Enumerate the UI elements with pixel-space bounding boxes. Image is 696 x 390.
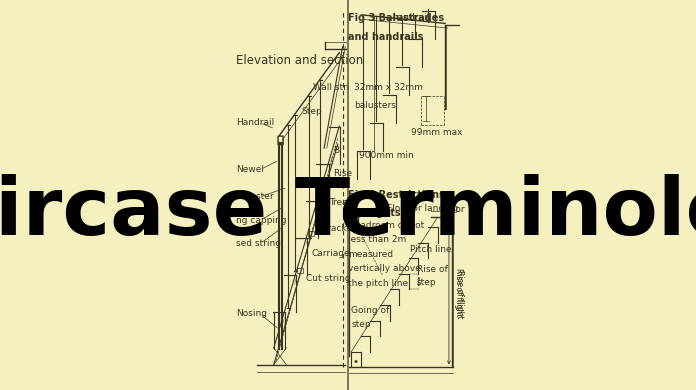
Text: ng capping: ng capping: [236, 216, 286, 225]
Text: Rise of: Rise of: [416, 264, 448, 274]
Text: Elevation and section: Elevation and section: [236, 54, 363, 67]
Text: Baluster: Baluster: [236, 192, 274, 202]
Text: Step: Step: [301, 106, 322, 116]
Text: Staircase Terminology: Staircase Terminology: [0, 173, 696, 252]
Text: Handrail: Handrail: [236, 118, 274, 128]
Text: the pitch line: the pitch line: [349, 278, 409, 288]
Text: Tread: Tread: [329, 198, 353, 207]
Text: measured: measured: [349, 250, 393, 259]
FancyBboxPatch shape: [278, 136, 283, 145]
Text: Bracket (: Bracket (: [321, 223, 361, 233]
Text: sed string: sed string: [236, 239, 280, 248]
Text: 900mm min: 900mm min: [359, 151, 413, 161]
Text: balusters: balusters: [354, 101, 395, 110]
Text: Pitch line: Pitch line: [410, 245, 451, 254]
Text: step: step: [351, 320, 371, 329]
Text: Floor or landing: Floor or landing: [387, 204, 459, 213]
Text: 32mm x 32mm: 32mm x 32mm: [354, 83, 422, 92]
Text: Carriage: Carriage: [311, 249, 350, 258]
Text: handrail: handrail: [393, 13, 430, 22]
Text: Fig 4 Restrictions: Fig 4 Restrictions: [349, 190, 445, 200]
Text: floor: floor: [445, 205, 466, 215]
Text: Rise of flight: Rise of flight: [454, 268, 464, 317]
Text: Rise: Rise: [333, 169, 352, 178]
Text: and handrails: and handrails: [349, 32, 424, 42]
Text: on flights: on flights: [349, 207, 401, 218]
Text: B: B: [333, 145, 339, 155]
Bar: [319, 194, 324, 199]
Text: Cut string: Cut string: [306, 274, 350, 284]
Text: step: step: [416, 278, 436, 287]
Bar: [308, 231, 313, 236]
Text: Newel: Newel: [236, 165, 264, 174]
Text: Fig 3 Balustrades: Fig 3 Balustrades: [349, 12, 445, 23]
Text: less than 2m: less than 2m: [349, 235, 406, 245]
Text: vertically above: vertically above: [349, 264, 421, 273]
Text: Headroom of not: Headroom of not: [349, 221, 425, 230]
Text: Nosing: Nosing: [236, 309, 267, 319]
Text: Rise of flight: Rise of flight: [455, 270, 464, 319]
Text: Wall stri: Wall stri: [313, 83, 349, 92]
Text: 99mm max: 99mm max: [411, 128, 462, 137]
Text: Going of: Going of: [351, 305, 390, 315]
Bar: [296, 268, 303, 273]
